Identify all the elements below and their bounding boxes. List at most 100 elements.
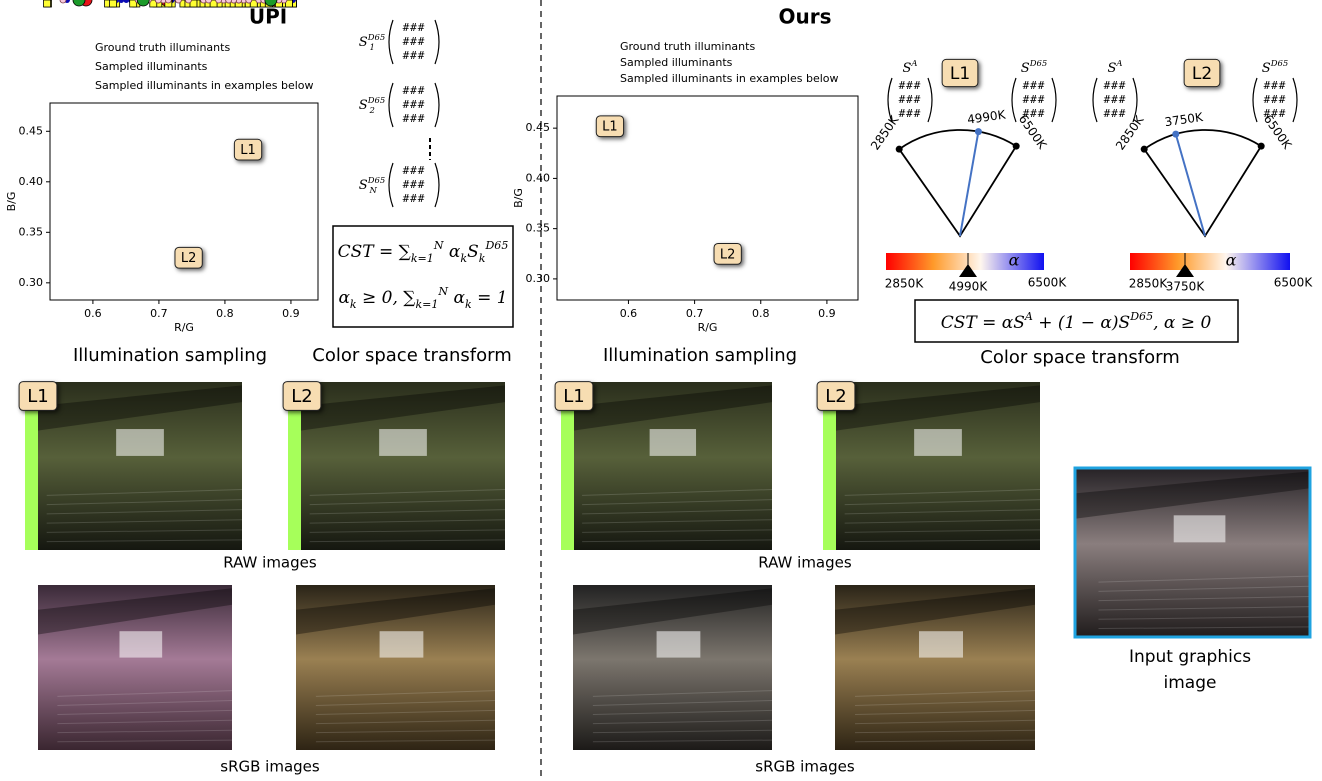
- bracket: [928, 78, 932, 122]
- photo-light: [914, 429, 962, 456]
- y-axis-label: B/G: [512, 188, 525, 208]
- point: [110, 0, 117, 7]
- point: [246, 0, 252, 3]
- badge-label: L1: [240, 143, 256, 158]
- x-tick-label: 0.8: [752, 307, 770, 320]
- legend-label: Sampled illuminants: [95, 60, 208, 73]
- photo-light: [380, 631, 424, 657]
- selected-point: [975, 128, 982, 135]
- y-tick-label: 0.30: [19, 276, 44, 289]
- matrix-entry: ###: [899, 93, 922, 106]
- matrix-entry: ###: [403, 21, 426, 34]
- bracket: [389, 83, 393, 127]
- photo-light: [379, 429, 427, 456]
- badge-label: L1: [563, 386, 584, 407]
- matrix-entry: ###: [403, 178, 426, 191]
- panel-title: UPI: [249, 5, 287, 29]
- bar-label: 4990K: [949, 280, 989, 294]
- badge-label: L1: [27, 386, 48, 407]
- color-bar: [1130, 253, 1290, 270]
- formula-part: D65: [484, 239, 508, 252]
- formula-part: N: [437, 285, 448, 298]
- formula-part: CST = αS: [941, 313, 1025, 333]
- matrix-label: SD65N: [359, 175, 385, 195]
- x-tick-label: 0.8: [216, 307, 234, 320]
- bracket: [1293, 78, 1297, 122]
- caption: sRGB images: [755, 758, 855, 776]
- matrix-entry: ###: [1023, 79, 1046, 92]
- temperature-label: 3750K: [1164, 110, 1205, 129]
- formula-part: D65: [1129, 310, 1153, 323]
- caption: Illumination sampling: [73, 345, 267, 366]
- symbol-sup: D65: [1270, 58, 1289, 68]
- legend-marker: [60, 0, 66, 3]
- x-tick-label: 0.6: [84, 307, 102, 320]
- matrix-entry: ###: [1264, 93, 1287, 106]
- formula-part: N: [433, 239, 444, 252]
- bracket: [1052, 78, 1056, 122]
- point: [155, 0, 161, 3]
- caption: Color space transform: [980, 347, 1180, 368]
- symbol-base: S: [1108, 61, 1117, 76]
- symbol-base: S: [1262, 61, 1271, 76]
- caption: Input graphics: [1129, 647, 1251, 667]
- matrix-label: SD65: [1021, 58, 1047, 76]
- matrix-entry: ###: [1264, 79, 1287, 92]
- badge-label: L2: [1192, 64, 1212, 84]
- bracket: [389, 20, 393, 64]
- y-tick-label: 0.40: [526, 171, 551, 184]
- formula: CST = ∑k=1N αkSkD65: [338, 239, 509, 265]
- caption: image: [1164, 673, 1217, 693]
- bracket: [1253, 78, 1257, 122]
- x-tick-label: 0.7: [150, 307, 168, 320]
- formula-part: , α ≥ 0: [1153, 313, 1211, 333]
- formula: CST = αSA + (1 − α)SD65, α ≥ 0: [941, 310, 1212, 333]
- point: [216, 0, 222, 3]
- bar-label: 3750K: [1166, 280, 1206, 294]
- panel-title: Ours: [778, 5, 831, 29]
- photo-light: [657, 631, 701, 657]
- legend-label: Ground truth illuminants: [620, 40, 755, 53]
- matrix-label: SD652: [359, 95, 385, 115]
- symbol-sup: A: [1115, 58, 1122, 68]
- formula-part: + (1 − α)S: [1033, 313, 1130, 333]
- symbol-sup: D65: [367, 95, 386, 105]
- symbol-sup: A: [910, 58, 917, 68]
- y-tick-label: 0.30: [526, 272, 551, 285]
- y-tick-label: 0.35: [526, 222, 551, 235]
- formula-part: k=1: [415, 298, 438, 311]
- caption: RAW images: [758, 554, 852, 572]
- photo-light: [650, 429, 696, 456]
- legend-label: Ground truth illuminants: [95, 41, 230, 54]
- bar-label: 2850K: [1129, 277, 1169, 291]
- bar-label: 6500K: [1028, 276, 1068, 290]
- symbol-sub: N: [368, 185, 377, 195]
- matrix-entry: ###: [403, 164, 426, 177]
- badge-label: L2: [720, 247, 736, 262]
- matrix-entry: ###: [403, 35, 426, 48]
- matrix-label: SA: [903, 58, 918, 76]
- legend-label: Sampled illuminants in examples below: [620, 72, 839, 85]
- caption: sRGB images: [220, 758, 320, 776]
- matrix-entry: ###: [1104, 107, 1127, 120]
- alpha-label: α: [1226, 251, 1237, 270]
- formula-part: k=1: [411, 252, 434, 265]
- formula-part: α: [338, 288, 350, 308]
- symbol-sub: 2: [368, 105, 374, 115]
- x-tick-label: 0.7: [686, 307, 704, 320]
- photo-light: [919, 631, 963, 657]
- endpoint: [896, 146, 903, 153]
- badge-label: L2: [291, 386, 312, 407]
- caption: RAW images: [223, 554, 317, 572]
- badge-label: L2: [825, 386, 846, 407]
- formula-part: k: [479, 252, 486, 265]
- bar-label: 6500K: [1274, 276, 1314, 290]
- figure: UPI0.60.70.80.90.300.350.400.45R/GB/GGro…: [0, 0, 1322, 777]
- endpoint: [1013, 143, 1020, 150]
- color-bar: [886, 253, 1044, 270]
- matrix-label: SA: [1108, 58, 1123, 76]
- x-tick-label: 0.9: [818, 307, 836, 320]
- caption: Illumination sampling: [603, 345, 797, 366]
- matrix-entry: ###: [403, 98, 426, 111]
